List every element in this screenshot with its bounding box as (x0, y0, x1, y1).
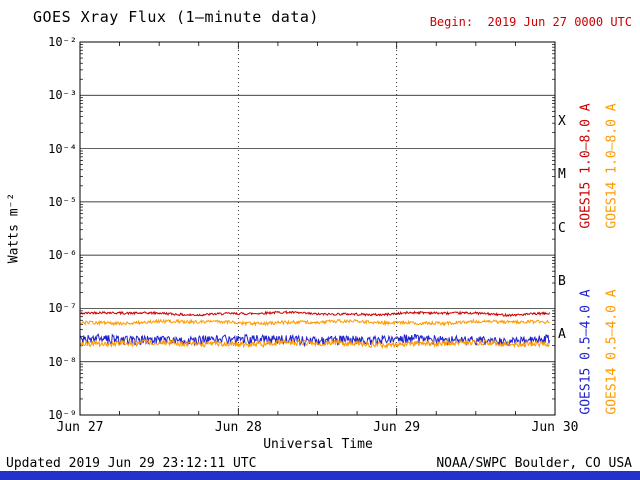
legend-goes15-short: GOES15 0.5–4.0 A (578, 289, 594, 415)
flare-class-b: B (558, 273, 566, 289)
x-tick-label: Jun 28 (214, 420, 262, 435)
y-tick-label: 10⁻⁹ (48, 408, 77, 422)
x-tick-label: Jun 27 (56, 420, 104, 435)
y-tick-label: 10⁻⁷ (48, 301, 77, 316)
flare-class-a: A (558, 327, 566, 343)
legend-goes14-short: GOES14 0.5–4.0 A (604, 289, 620, 415)
footer-bar (0, 471, 640, 480)
y-tick-label: 10⁻³ (48, 88, 77, 103)
y-tick-label: 10⁻² (48, 35, 77, 49)
credit-label: NOAA/SWPC Boulder, CO USA (436, 456, 632, 471)
legend-goes15-long: GOES15 1.0–8.0 A (578, 103, 594, 229)
x-tick-label: Jun 30 (531, 420, 579, 435)
flare-class-x: X (558, 113, 566, 129)
legend-goes14-long: GOES14 1.0–8.0 A (604, 103, 620, 229)
begin-time-label: Begin: 2019 Jun 27 0000 UTC (429, 15, 632, 29)
flare-class-m: M (558, 167, 566, 183)
y-tick-label: 10⁻⁸ (48, 354, 77, 369)
y-tick-label: 10⁻⁶ (48, 248, 77, 263)
y-axis-label: Watts m⁻² (6, 192, 22, 264)
chart-title: GOES Xray Flux (1–minute data) (33, 8, 319, 26)
y-tick-label: 10⁻⁴ (48, 141, 77, 156)
flare-class-c: C (558, 220, 566, 236)
y-tick-labels: 10⁻² 10⁻³ 10⁻⁴ 10⁻⁵ 10⁻⁶ 10⁻⁷ 10⁻⁸ 10⁻⁹ (30, 0, 77, 480)
x-axis-label: Universal Time (263, 437, 373, 452)
updated-timestamp: Updated 2019 Jun 29 23:12:11 UTC (6, 456, 257, 471)
y-tick-label: 10⁻⁵ (48, 194, 77, 209)
x-tick-label: Jun 29 (373, 420, 421, 435)
